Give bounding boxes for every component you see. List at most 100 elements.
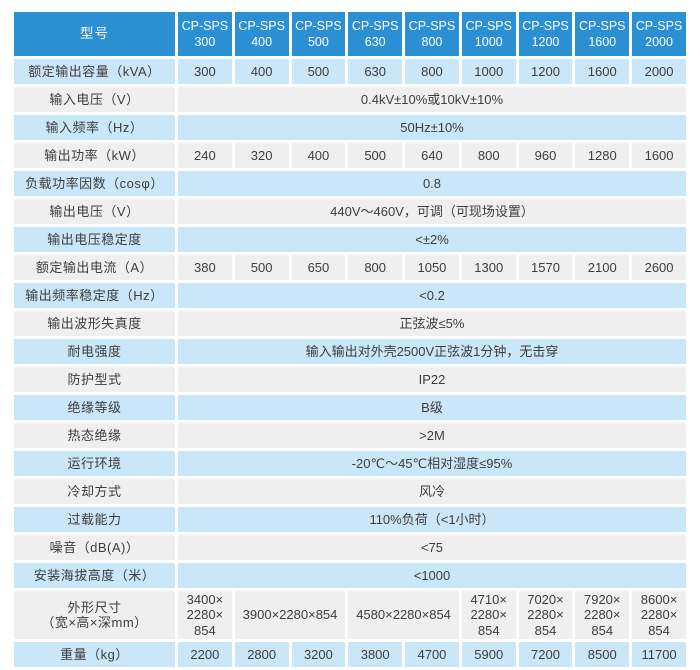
model-header-cell: CP-SPS 1200 (518, 12, 573, 56)
value-cell: 1280 (575, 143, 630, 168)
value-cell: <±2% (178, 227, 686, 252)
row-label-cell: 耐电强度 (14, 339, 175, 364)
model-size: 800 (421, 35, 443, 49)
value-cell: 800 (461, 143, 516, 168)
model-prefix: CP-SPS (408, 18, 456, 33)
spec-row: 防护型式 IP22 (14, 367, 686, 392)
spec-row: 额定输出容量（kVA） 300 400 500 630 800 1000 1200 1600 20… (14, 59, 686, 84)
spec-table: 型号 CP-SPS 300 CP-SPS 400 CP-SPS 500 CP-SPS 630 CP… (11, 9, 689, 670)
value-cell: 正弦波≤5% (178, 311, 686, 336)
value-cell: 960 (518, 143, 573, 168)
spec-table-header: 型号 CP-SPS 300 CP-SPS 400 CP-SPS 500 CP-SPS 630 CP… (14, 12, 686, 56)
row-label-cell: 绝缘等级 (14, 395, 175, 420)
value-cell: -20℃～45℃相对湿度≤95% (178, 451, 686, 476)
value-cell: 240 (178, 143, 232, 168)
model-prefix: CP-SPS (635, 18, 683, 33)
row-label-cell: 过载能力 (14, 507, 175, 532)
model-header-cell: CP-SPS 1600 (575, 12, 630, 56)
value-cell: 500 (291, 59, 346, 84)
spec-row: 冷却方式 风冷 (14, 479, 686, 504)
value-cell: 5900 (461, 641, 516, 667)
value-cell: 3200 (291, 641, 346, 667)
value-cell: 1000 (461, 59, 516, 84)
model-prefix: CP-SPS (238, 18, 285, 33)
value-cell: 1570 (518, 255, 573, 280)
spec-row: 绝缘等级 B级 (14, 395, 686, 420)
spec-row: 负载功率因数（cosφ） 0.8 (14, 171, 686, 196)
value-cell: 2600 (632, 255, 686, 280)
row-label-cell: 重量（kg） (14, 641, 175, 667)
value-cell: 1200 (518, 59, 573, 84)
value-cell: 风冷 (178, 479, 686, 504)
value-cell: 1600 (575, 59, 630, 84)
value-cell: 800 (348, 255, 403, 280)
model-header-cell: CP-SPS 500 (291, 12, 346, 56)
row-label-cell: 输出频率稳定度（Hz） (14, 283, 175, 308)
spec-row: 输出电压稳定度 <±2% (14, 227, 686, 252)
corner-cell-model: 型号 (14, 12, 175, 56)
value-cell: >2M (178, 423, 686, 448)
spec-row: 运行环境 -20℃～45℃相对湿度≤95% (14, 451, 686, 476)
value-cell: 2100 (575, 255, 630, 280)
row-label-cell: 噪音（dB(A)） (14, 535, 175, 560)
value-cell: 1600 (632, 143, 686, 168)
row-label-cell: 热态绝缘 (14, 423, 175, 448)
value-cell: 1050 (405, 255, 459, 280)
value-cell: 2800 (234, 641, 289, 667)
value-cell: 320 (234, 143, 289, 168)
spec-row: 安装海拔高度（米） <1000 (14, 563, 686, 588)
value-cell: 440V～460V，可调（可现场设置） (178, 199, 686, 224)
value-cell: 3900×2280×854 (234, 591, 346, 639)
model-prefix: CP-SPS (465, 18, 512, 33)
value-cell: 800 (405, 59, 459, 84)
spec-row: 输入频率（Hz） 50Hz±10% (14, 115, 686, 140)
row-label-cell: 输出电压（V） (14, 199, 175, 224)
model-size: 2000 (645, 35, 673, 49)
header-row: 型号 CP-SPS 300 CP-SPS 400 CP-SPS 500 CP-SPS 630 CP… (14, 12, 686, 56)
value-cell: 400 (234, 59, 289, 84)
spec-row: 输出功率（kW） 240 320 400 500 640 800 960 1280 1600 (14, 143, 686, 168)
value-cell: <1000 (178, 563, 686, 588)
model-prefix: CP-SPS (295, 18, 342, 33)
value-cell: 3400× 2280× 854 (178, 591, 232, 639)
row-label-cell: 负载功率因数（cosφ） (14, 171, 175, 196)
row-label-cell: 输入频率（Hz） (14, 115, 175, 140)
spec-page: 型号 CP-SPS 300 CP-SPS 400 CP-SPS 500 CP-SPS 630 CP… (14, 12, 686, 667)
value-cell: 7200 (518, 641, 573, 667)
value-cell: <0.2 (178, 283, 686, 308)
value-cell: 630 (348, 59, 403, 84)
model-size: 500 (307, 35, 329, 49)
spec-row: 过载能力 110%负荷（<1小时） (14, 507, 686, 532)
value-cell: <75 (178, 535, 686, 560)
model-header-cell: CP-SPS 2000 (632, 12, 686, 56)
spec-row: 输出波形失真度 正弦波≤5% (14, 311, 686, 336)
value-cell: 4710× 2280× 854 (461, 591, 516, 639)
value-cell: 380 (178, 255, 232, 280)
model-size: 630 (364, 35, 386, 49)
row-label-cell: 输出电压稳定度 (14, 227, 175, 252)
spec-table-body: 额定输出容量（kVA） 300 400 500 630 800 1000 1200 1600 20… (14, 59, 686, 667)
row-label-cell: 冷却方式 (14, 479, 175, 504)
value-cell: 300 (178, 59, 232, 84)
model-header-cell: CP-SPS 800 (405, 12, 459, 56)
spec-row: 额定输出电流（A） 380 500 650 800 1050 1300 1570 2100 260… (14, 255, 686, 280)
value-cell: 2000 (632, 59, 686, 84)
spec-row: 输出频率稳定度（Hz） <0.2 (14, 283, 686, 308)
row-label-cell: 输出波形失真度 (14, 311, 175, 336)
spec-row: 输出电压（V） 440V～460V，可调（可现场设置） (14, 199, 686, 224)
value-cell: B级 (178, 395, 686, 420)
model-size: 1600 (588, 35, 617, 49)
row-label-cell: 额定输出容量（kVA） (14, 59, 175, 84)
value-cell: 50Hz±10% (178, 115, 686, 140)
value-cell: IP22 (178, 367, 686, 392)
value-cell: 110%负荷（<1小时） (178, 507, 686, 532)
model-prefix: CP-SPS (351, 18, 399, 33)
spec-row: 输入电压（V） 0.4kV±10%或10kV±10% (14, 87, 686, 112)
model-header-cell: CP-SPS 630 (348, 12, 403, 56)
value-cell: 8500 (575, 641, 630, 667)
row-label-cell: 输入电压（V） (14, 87, 175, 112)
spec-row: 外形尺寸 （宽×高×深mm） 3400× 2280× 854 3900×2280×8… (14, 591, 686, 639)
model-size: 1200 (531, 35, 560, 49)
model-size: 400 (251, 35, 273, 49)
model-size: 1000 (474, 35, 503, 49)
